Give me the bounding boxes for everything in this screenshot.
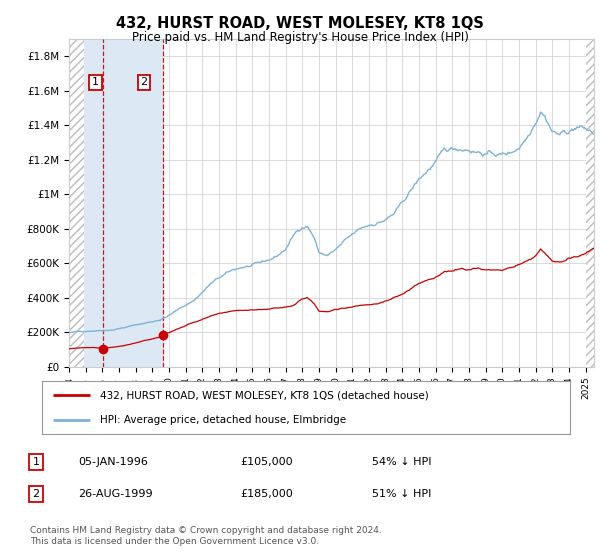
Text: 2: 2 (140, 77, 148, 87)
Text: 05-JAN-1996: 05-JAN-1996 (78, 457, 148, 467)
Text: 51% ↓ HPI: 51% ↓ HPI (372, 489, 431, 499)
Bar (586, 39, 594, 367)
Text: £105,000: £105,000 (240, 457, 293, 467)
Text: HPI: Average price, detached house, Elmbridge: HPI: Average price, detached house, Elmb… (100, 414, 346, 424)
Bar (103, 39, 163, 367)
Text: Contains HM Land Registry data © Crown copyright and database right 2024.
This d: Contains HM Land Registry data © Crown c… (30, 526, 382, 546)
Text: 54% ↓ HPI: 54% ↓ HPI (372, 457, 431, 467)
Text: Price paid vs. HM Land Registry's House Price Index (HPI): Price paid vs. HM Land Registry's House … (131, 31, 469, 44)
Text: 1: 1 (32, 457, 40, 467)
Text: 432, HURST ROAD, WEST MOLESEY, KT8 1QS: 432, HURST ROAD, WEST MOLESEY, KT8 1QS (116, 16, 484, 31)
Text: 2: 2 (32, 489, 40, 499)
Text: 1: 1 (92, 77, 99, 87)
Bar (69, 39, 85, 367)
Text: 432, HURST ROAD, WEST MOLESEY, KT8 1QS (detached house): 432, HURST ROAD, WEST MOLESEY, KT8 1QS (… (100, 390, 429, 400)
Text: £185,000: £185,000 (240, 489, 293, 499)
Text: 26-AUG-1999: 26-AUG-1999 (78, 489, 152, 499)
Bar (85, 39, 103, 367)
